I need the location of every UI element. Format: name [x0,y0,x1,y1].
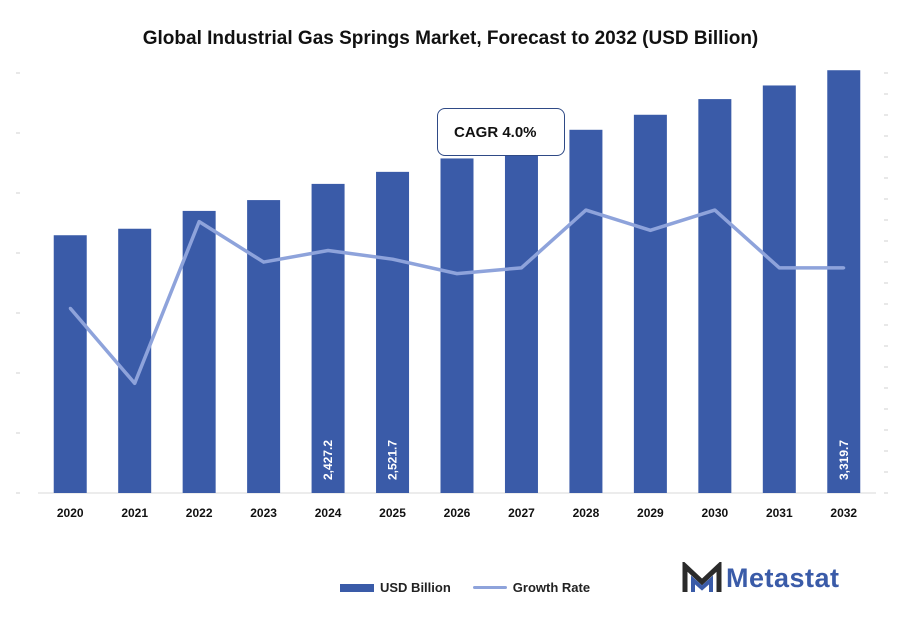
left-axis-ticks [16,72,20,494]
logo-text: Metastat [726,562,840,593]
x-tick-label-2023: 2023 [250,506,277,520]
x-tick-label-2031: 2031 [766,506,793,520]
bar-2028 [569,129,603,493]
bar-2023 [247,200,281,493]
x-tick-label-2032: 2032 [830,506,857,520]
x-tick-label-2026: 2026 [444,506,471,520]
growth-point-2027 [519,266,523,270]
growth-point-2032 [842,266,846,270]
bar-data-label-2024: 2,427.2 [321,440,335,480]
x-tick-label-2022: 2022 [186,506,213,520]
legend-item-bars: USD Billion [340,580,451,595]
growth-line-series [68,208,846,386]
bar-2024 [311,183,345,493]
bar-2027 [504,144,538,493]
growth-point-2021 [133,381,137,385]
bar-data-labels: 2,427.2 2,521.7 3,319.7 [321,440,851,480]
x-tick-label-2024: 2024 [315,506,342,520]
logo-m-icon [682,562,722,592]
growth-point-2029 [648,228,652,232]
bar-data-label-2032: 3,319.7 [837,440,851,480]
legend-line-label: Growth Rate [512,580,591,595]
legend-line-swatch [472,586,507,589]
bar-2031 [762,85,796,494]
cagr-callout: CAGR 4.0% [437,108,565,156]
bar-series [53,70,861,494]
bar-2025 [376,171,410,493]
bar-2022 [182,210,216,493]
x-tick-label-2025: 2025 [379,506,406,520]
x-tick-label-2029: 2029 [637,506,664,520]
legend-item-line: Growth Rate [472,580,591,595]
metastat-logo: Metastat [682,562,840,594]
growth-point-2025 [391,257,395,261]
growth-point-2022 [197,220,201,224]
growth-point-2030 [713,208,717,212]
bar-2032 [827,70,861,493]
x-tick-label-2027: 2027 [508,506,535,520]
bar-2020 [53,235,87,493]
growth-point-2024 [326,249,330,253]
growth-point-2020 [68,306,72,310]
bar-data-label-2025: 2,521.7 [386,440,400,480]
x-axis-labels: 2020 2021 2022 2023 2024 2025 2026 2027 2028 2029… [57,506,858,520]
legend-bar-label: USD Billion [380,580,451,595]
bar-2026 [440,158,474,493]
legend-bar-swatch [340,583,374,592]
chart-title: Global Industrial Gas Springs Market, Fo… [142,28,759,49]
growth-point-2031 [777,266,781,270]
growth-point-2023 [262,260,266,264]
x-tick-label-2028: 2028 [573,506,600,520]
cagr-text: CAGR 4.0% [454,123,537,141]
bar-2021 [118,228,152,493]
bar-2030 [698,99,732,493]
growth-point-2026 [455,272,459,276]
legend: USD Billion Growth Rate [340,580,590,595]
x-tick-label-2021: 2021 [121,506,148,520]
right-axis-ticks [884,72,888,494]
x-tick-label-2030: 2030 [701,506,728,520]
bar-2029 [633,114,667,493]
x-tick-label-2020: 2020 [57,506,84,520]
growth-point-2028 [584,208,588,212]
